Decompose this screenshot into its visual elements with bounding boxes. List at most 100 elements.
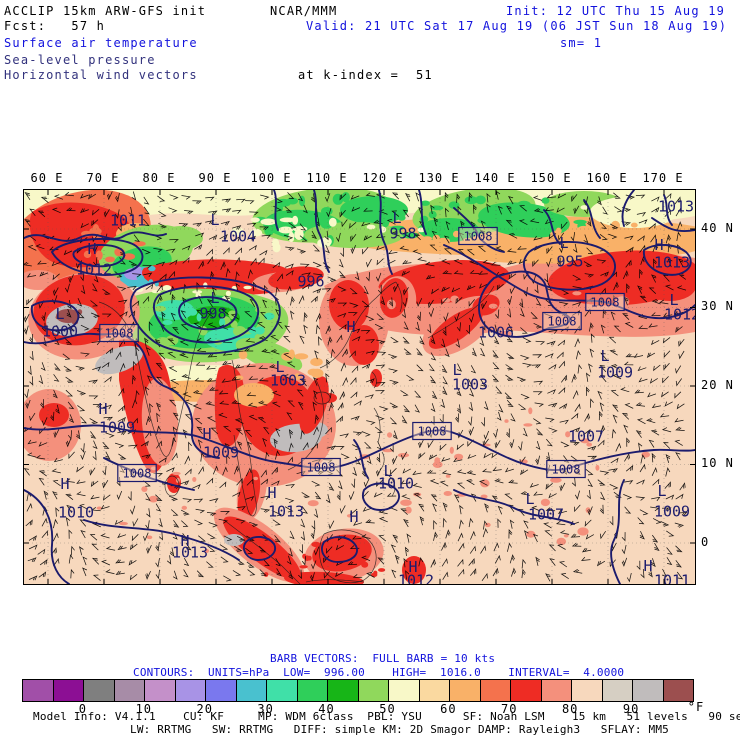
pressure-value-label: 1008	[552, 462, 581, 476]
pressure-value-label: 1013	[268, 502, 304, 520]
colorbar-tick: 0	[78, 702, 88, 716]
low-pressure-marker: L	[210, 211, 219, 229]
low-pressure-marker: L	[525, 490, 534, 508]
colorbar-cell	[84, 680, 115, 701]
high-pressure-marker: H	[654, 236, 663, 254]
colorbar-cell	[450, 680, 481, 701]
lon-axis-label: 150 E	[530, 171, 572, 185]
colorbar-cell	[663, 680, 693, 701]
pressure-value-label: 1010	[58, 503, 94, 521]
contour-label-box	[542, 311, 582, 331]
pressure-value-label: 996	[297, 272, 324, 290]
pressure-value-label: 1003	[452, 375, 488, 393]
pressure-value-label: 1009	[654, 502, 690, 520]
lat-axis-label: 40 N	[701, 221, 734, 235]
colorbar-tick: 40	[318, 702, 335, 716]
model-info-line2: LW: RRTMG SW: RRTMG DIFF: simple KM: 2D …	[130, 723, 669, 736]
colorbar-cell	[175, 680, 206, 701]
pressure-value-label: 1008	[548, 314, 577, 328]
colorbar-cell	[541, 680, 572, 701]
pressure-value-label: 1008	[464, 229, 493, 243]
contour-label-box	[99, 323, 139, 343]
low-pressure-marker: L	[392, 209, 401, 227]
sm-value: sm= 1	[560, 36, 603, 50]
pressure-value-label: 1012	[664, 305, 695, 323]
colorbar-tick: 30	[257, 702, 274, 716]
model-title: ACCLIP 15km ARW-GFS init	[4, 4, 207, 18]
colorbar-cell	[267, 680, 298, 701]
colorbar-cell	[358, 680, 389, 701]
valid-time: Valid: 21 UTC Sat 17 Aug 19 (06 JST Sun …	[306, 19, 728, 33]
pressure-value-label: 1008	[591, 295, 620, 309]
lon-axis-label: 100 E	[250, 171, 292, 185]
pressure-value-label: 1009	[597, 363, 633, 381]
contour-legend: CONTOURS: UNITS=hPa LOW= 996.00 HIGH= 10…	[133, 666, 625, 679]
colorbar-cell	[480, 680, 511, 701]
lon-axis-label: 80 E	[142, 171, 176, 185]
lon-axis-label: 130 E	[418, 171, 460, 185]
pressure-value-label: 1009	[99, 418, 135, 436]
high-pressure-marker: H	[98, 400, 107, 418]
low-pressure-marker: L	[210, 289, 219, 307]
high-pressure-marker: H	[60, 475, 69, 493]
pressure-value-label: 995	[556, 252, 583, 270]
pressure-value-label: 1003	[270, 371, 306, 389]
high-pressure-marker: H	[267, 484, 276, 502]
low-pressure-marker: L	[452, 361, 461, 379]
pressure-value-label: 1008	[105, 326, 134, 340]
colorbar-cell	[572, 680, 603, 701]
colorbar-unit: °F	[687, 700, 705, 714]
pressure-value-label: 1008	[123, 466, 152, 480]
colorbar-cell	[145, 680, 176, 701]
high-pressure-marker: H	[87, 240, 96, 258]
pressure-value-label: 1013	[658, 197, 694, 215]
lon-axis-label: 160 E	[586, 171, 628, 185]
pressure-value-label: 1011	[110, 211, 146, 229]
colorbar-tick: 90	[622, 702, 640, 716]
lon-axis-label: 60 E	[30, 171, 64, 185]
pressure-value-label: 998	[389, 224, 416, 242]
colorbar-cell	[23, 680, 54, 701]
colorbar-tick: 50	[379, 702, 396, 716]
colorbar-tick: 20	[196, 702, 213, 716]
colorbar-cell	[419, 680, 450, 701]
high-pressure-marker: H	[349, 508, 358, 526]
high-pressure-marker: H	[180, 532, 189, 550]
colorbar-tick: 70	[501, 702, 518, 716]
lat-axis-label: 20 N	[701, 377, 734, 392]
pressure-value-label: 1007	[528, 505, 564, 523]
high-pressure-marker: H	[346, 318, 355, 336]
pressure-value-label: 1013	[654, 253, 690, 271]
pressure-value-label: 1008	[418, 424, 447, 438]
k-index: at k-index = 51	[298, 68, 433, 82]
pressure-value-label: 1007	[568, 427, 604, 445]
pressure-value-label: 998	[199, 304, 226, 322]
colorbar-cell	[206, 680, 237, 701]
coastline-layer	[98, 281, 495, 585]
pressure-value-label: 1008	[307, 460, 336, 474]
org-name: NCAR/MMM	[270, 4, 338, 18]
field-surface-temp: Surface air temperature	[4, 36, 198, 50]
lon-axis-label: 90 E	[198, 171, 232, 185]
pressure-value-label: 1012	[76, 260, 112, 278]
temperature-colorbar	[22, 679, 694, 702]
contour-label-box	[117, 463, 157, 483]
lon-axis-label: 140 E	[474, 171, 516, 185]
pressure-value-label: 1013	[172, 543, 208, 561]
lon-axis-label: 70 E	[86, 171, 120, 185]
colorbar-tick: 10	[135, 702, 153, 716]
high-pressure-marker: H	[408, 558, 417, 576]
colorbar-cell	[53, 680, 84, 701]
lat-axis-label: 10 N	[701, 456, 734, 471]
pressure-value-label: 1009	[203, 443, 239, 461]
map-frame: 1011 1004 1012 996 998 1000 998 995 1013 1013 1006…	[7, 187, 719, 589]
low-pressure-marker: L	[669, 291, 678, 309]
pressure-value-label: 1004	[220, 227, 256, 245]
contour-label-box	[301, 457, 341, 477]
lat-axis-label: 30 N	[701, 299, 734, 314]
colorbar-cell	[236, 680, 267, 701]
contour-label-box	[546, 459, 586, 479]
field-wind: Horizontal wind vectors	[4, 68, 198, 82]
low-pressure-marker: L	[559, 234, 568, 252]
